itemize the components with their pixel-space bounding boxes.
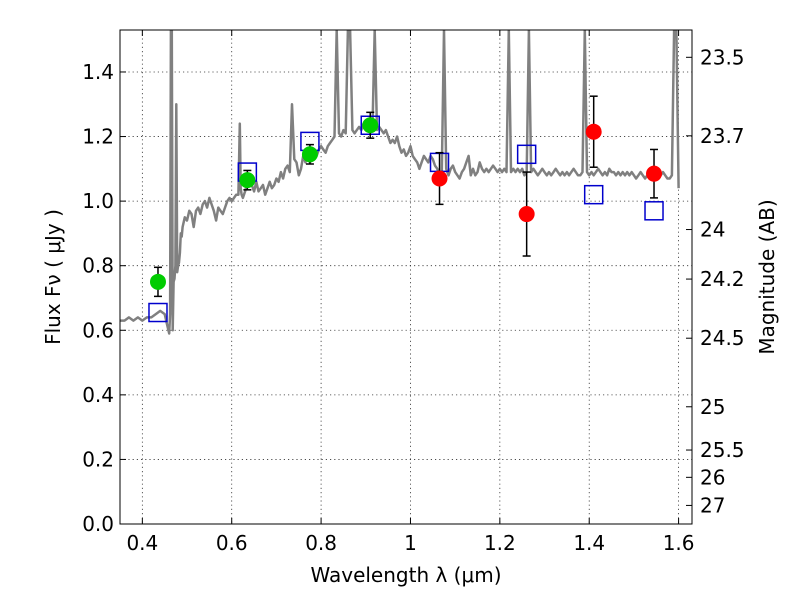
right-tick-label: 24.2 (700, 267, 745, 291)
y-axis-title: Flux Fν ( μJy ) (41, 209, 65, 345)
model-spectrum (120, 30, 680, 335)
optical-flux-point (149, 273, 166, 290)
right-axis-title: Magnitude (AB) (755, 199, 779, 354)
nir-flux-point (646, 165, 663, 182)
optical-flux-point (362, 117, 379, 134)
model-photometry-square (148, 302, 168, 323)
x-tick-label: 1.6 (663, 531, 695, 555)
right-tick-label: 24 (700, 218, 725, 242)
y-tick-label: 0.2 (82, 447, 114, 471)
x-tick-label: 1 (404, 531, 417, 555)
photometry-points (148, 95, 664, 323)
right-tick-label: 26 (700, 465, 725, 489)
right-tick-label: 25.5 (700, 438, 745, 462)
y-tick-label: 1.2 (82, 125, 114, 149)
nir-flux-point (431, 170, 448, 187)
plot-frame (119, 29, 693, 525)
spectrum-line (120, 30, 680, 335)
y-tick-label: 1.4 (82, 60, 114, 84)
y-tick-label: 0.6 (82, 318, 114, 342)
model-photometry-square (583, 184, 604, 205)
x-tick-label: 0.4 (126, 531, 158, 555)
x-tick-label: 1.4 (573, 531, 605, 555)
right-tick-label: 24.5 (700, 326, 745, 350)
grid-lines (120, 30, 692, 525)
right-tick-label: 23.7 (700, 124, 745, 148)
model-photometry-square (516, 144, 537, 165)
x-tick-label: 0.8 (305, 531, 337, 555)
axis-ticks: 0.4 0.6 0.8 1 1.2 1.4 1.6 0.0 0.2 0.4 0.6 0.8 1.0 1.2… (82, 30, 745, 555)
model-photometry-square (644, 201, 664, 221)
optical-flux-point (301, 146, 318, 163)
y-tick-label: 0.8 (82, 254, 114, 278)
nir-flux-point (518, 206, 535, 223)
y-tick-label: 0.4 (82, 383, 114, 407)
right-tick-label: 27 (700, 493, 725, 517)
y-tick-label: 0.0 (82, 512, 114, 536)
x-tick-label: 1.2 (484, 531, 516, 555)
x-tick-label: 0.6 (216, 531, 248, 555)
right-tick-label: 23.5 (700, 45, 745, 69)
nir-flux-point (585, 123, 602, 140)
x-axis-title: Wavelength λ (μm) (310, 563, 501, 587)
optical-flux-point (239, 172, 256, 189)
right-tick-label: 25 (700, 395, 725, 419)
y-tick-label: 1.0 (82, 189, 114, 213)
